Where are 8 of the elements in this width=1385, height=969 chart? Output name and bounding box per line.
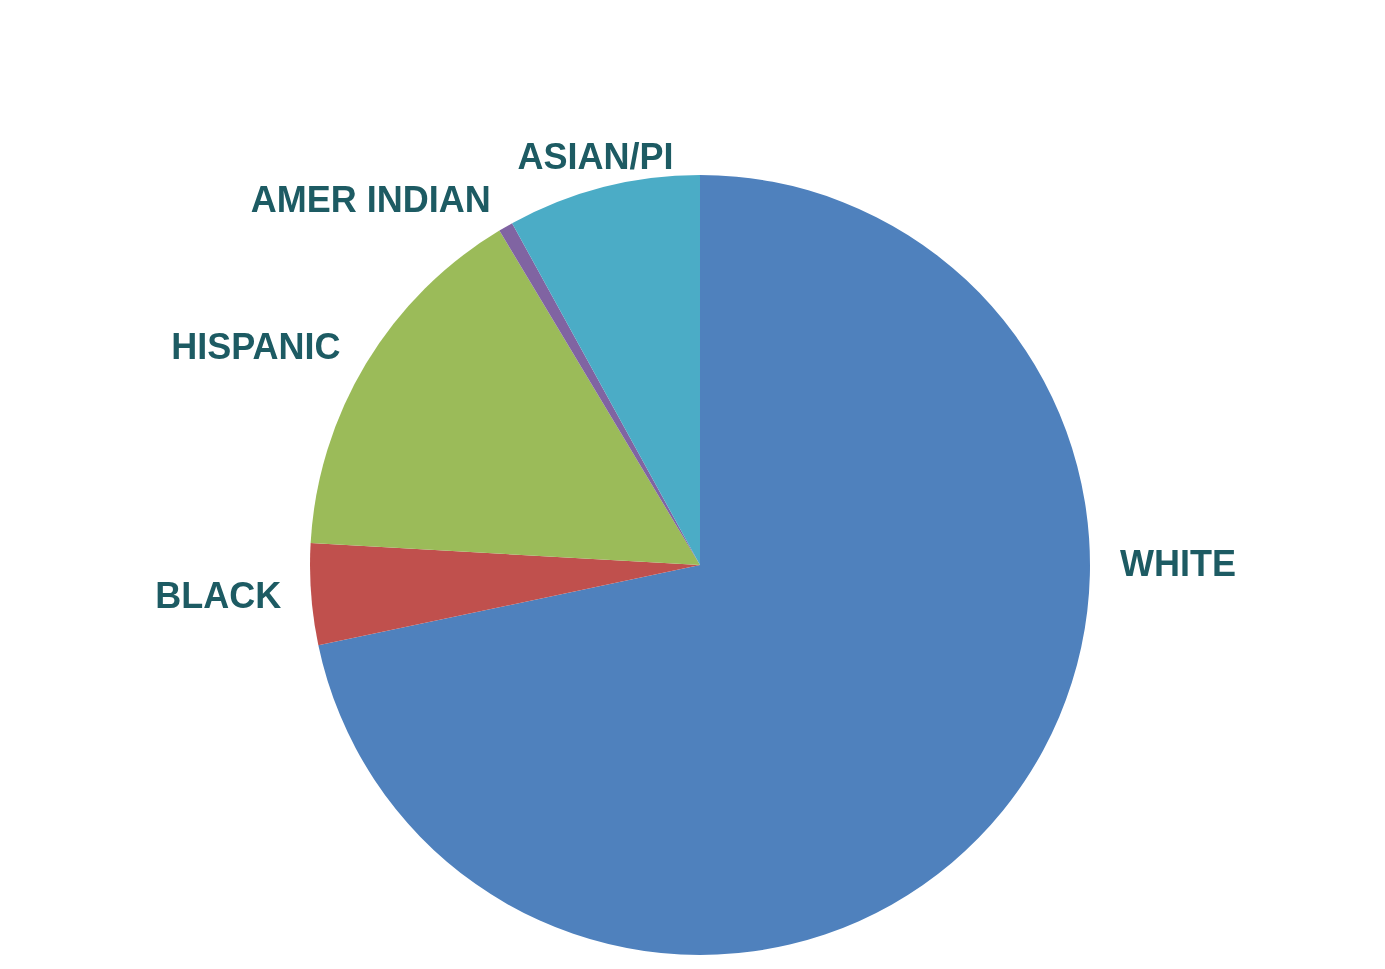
slice-label: ASIAN/PI (517, 136, 674, 178)
slice-label: WHITE (1120, 543, 1236, 584)
slice-label: BLACK (155, 574, 282, 616)
pie-slice (499, 223, 700, 565)
pie-slice (512, 175, 700, 565)
slice-label: AMER INDIAN (250, 178, 491, 220)
pie-slice (310, 542, 700, 646)
slice-label: HISPANIC (171, 325, 341, 367)
